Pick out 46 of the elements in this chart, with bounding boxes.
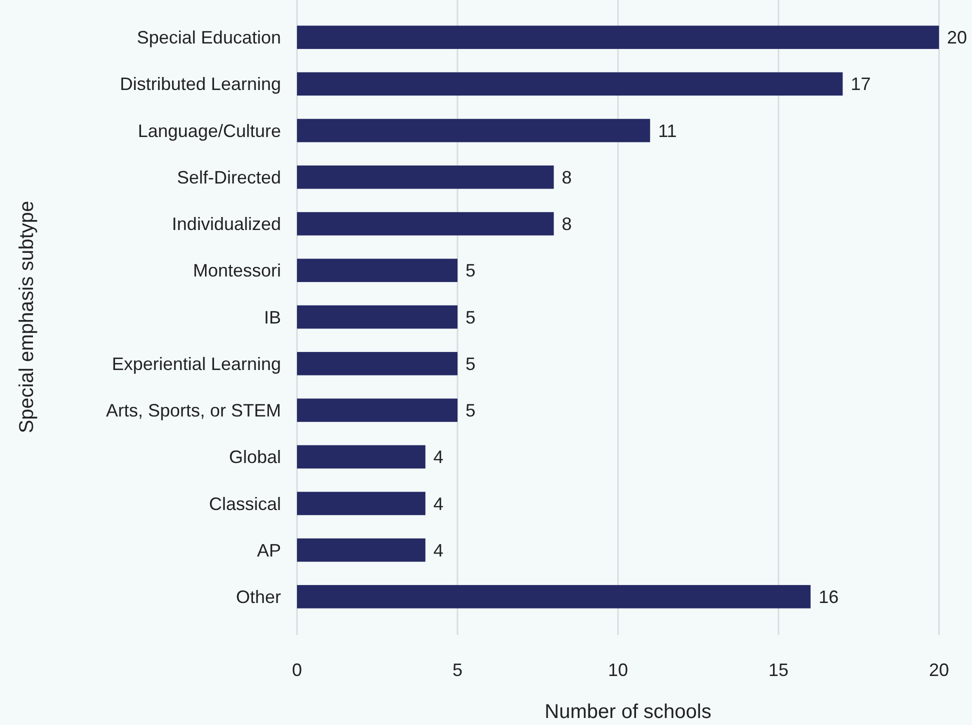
data-label: 5 <box>466 307 476 328</box>
x-axis-title: Number of schools <box>544 701 712 723</box>
bar <box>297 445 426 468</box>
y-tick-label: IB <box>264 307 281 328</box>
y-axis-title: Special emphasis subtype <box>16 200 38 434</box>
bar <box>297 118 650 142</box>
data-label: 5 <box>466 260 476 281</box>
y-tick-label: Global <box>228 447 281 468</box>
bar <box>297 212 554 236</box>
x-tick-label: 10 <box>608 660 628 680</box>
bar <box>297 538 426 562</box>
y-tick-label: Arts, Sports, or STEM <box>106 400 281 421</box>
y-tick-label: Experiential Learning <box>112 354 281 374</box>
data-label: 4 <box>433 447 444 468</box>
bar <box>297 398 458 422</box>
x-tick-label: 15 <box>768 660 789 680</box>
bar <box>297 258 458 282</box>
data-label: 4 <box>433 494 444 514</box>
bar <box>297 305 458 329</box>
x-tick-label: 5 <box>452 660 463 680</box>
bar <box>297 72 843 96</box>
data-label: 16 <box>818 586 839 607</box>
y-tick-label: Individualized <box>172 214 281 234</box>
bar <box>297 26 939 49</box>
x-tick-label: 20 <box>928 660 950 680</box>
y-tick-label: Classical <box>208 494 281 514</box>
y-tick-label: Montessori <box>192 260 281 281</box>
bar <box>297 352 458 376</box>
data-label: 11 <box>658 120 677 141</box>
data-label: 5 <box>466 400 476 421</box>
data-label: 5 <box>466 354 476 374</box>
y-tick-label: Distributed Learning <box>120 74 281 94</box>
y-tick-label: Language/Culture <box>138 120 281 141</box>
bar <box>297 166 554 189</box>
data-label: 8 <box>562 214 572 234</box>
bar <box>297 585 811 608</box>
bar <box>297 492 426 516</box>
x-tick-label: 0 <box>292 660 302 680</box>
y-tick-label: AP <box>256 540 281 560</box>
y-tick-label: Special Education <box>136 28 281 48</box>
data-label: 17 <box>850 74 871 94</box>
y-tick-label: Other <box>236 586 281 607</box>
data-label: 20 <box>947 28 968 48</box>
y-tick-label: Self-Directed <box>176 167 281 188</box>
data-label: 8 <box>562 167 572 188</box>
data-label: 4 <box>433 540 444 560</box>
